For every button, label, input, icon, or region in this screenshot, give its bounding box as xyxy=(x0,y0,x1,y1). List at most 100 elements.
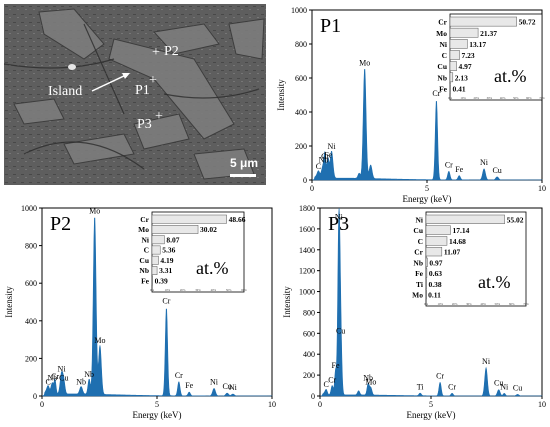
y-tick-label: 200 xyxy=(295,142,307,151)
peak-label: Mo xyxy=(359,59,370,68)
inset-bar xyxy=(449,16,517,27)
peak-label: Nb xyxy=(76,377,86,386)
inset-element: C xyxy=(418,237,423,246)
inset-value: 50.72 xyxy=(519,18,536,27)
inset-value: 21.37 xyxy=(480,29,497,38)
y-tick-label: 400 xyxy=(295,108,307,117)
peak-label: Ti xyxy=(417,382,425,391)
chart-title: P1 xyxy=(320,15,341,37)
peak-label: Cr xyxy=(328,376,336,385)
peak-label: Mo xyxy=(89,206,100,215)
inset-value: 4.19 xyxy=(160,256,173,265)
point-p3-marker: + xyxy=(155,109,163,124)
inset-bar xyxy=(449,50,460,60)
inset-axis-tick: 10% xyxy=(460,96,466,100)
inset-axis-tick: 30% xyxy=(195,288,201,292)
inset-value: 0.41 xyxy=(453,85,466,94)
inset-element: Mo xyxy=(436,29,447,38)
inset-value: 11.07 xyxy=(444,248,461,257)
x-tick-label: 5 xyxy=(425,184,429,193)
inset-element: Ti xyxy=(416,280,423,289)
inset-axis-tick: 40% xyxy=(480,302,486,306)
inset-element: Cr xyxy=(414,248,423,257)
peak-label: Cu xyxy=(336,327,345,336)
point-p3-label: P3 xyxy=(137,117,152,132)
inset-bar xyxy=(151,255,159,265)
peak-label: Fe xyxy=(185,381,193,390)
chart-title: P2 xyxy=(50,213,71,235)
inset-element: Fe xyxy=(141,277,150,286)
spectrum-panel-p2: C Nb Cr Ni Cu Nb Nb Mo Mo Cr Cr Fe Ni Cu Ni 0 5 10 0 200 400… xyxy=(0,200,280,422)
peak-label: Cu xyxy=(492,166,501,175)
peak-label: Fe xyxy=(324,150,332,159)
inset-axis-tick: 20% xyxy=(180,288,186,292)
spectrum-area xyxy=(319,207,543,397)
y-tick-label: 1600 xyxy=(299,225,315,234)
inset-element: Cu xyxy=(413,226,423,235)
inset-value: 0.63 xyxy=(429,269,442,278)
y-tick-label: 1000 xyxy=(299,288,315,297)
inset-value: 30.02 xyxy=(200,225,217,234)
y-tick-label: 800 xyxy=(25,242,37,251)
y-tick-label: 0 xyxy=(311,392,315,401)
point-p2-marker: + xyxy=(152,45,160,60)
inset-bar xyxy=(151,276,153,286)
island-label: Island xyxy=(48,84,83,99)
inset-axis-tick: 10% xyxy=(165,288,171,292)
inset-value: 0.97 xyxy=(429,258,442,267)
spectrum-panel-p1: C Nb Cr Fe Ni Mo Cr Cr Fe Ni Cu 0 5 10 0 200 400 600 800 10… xyxy=(272,0,550,205)
y-tick-label: 1200 xyxy=(299,267,315,276)
inset-axis-tick: 70% xyxy=(539,96,545,100)
bright-particle xyxy=(68,64,76,70)
inset-axis-tick: 60% xyxy=(526,96,532,100)
inset-element: Ni xyxy=(440,40,448,49)
y-tick-label: 1800 xyxy=(299,204,315,213)
peak-label: C xyxy=(46,377,51,386)
x-tick-label: 10 xyxy=(268,400,276,409)
peak-label: Cr xyxy=(175,371,183,380)
inset-bar xyxy=(151,266,158,275)
peak-label: Nb xyxy=(363,374,373,383)
peak-label: Cr xyxy=(51,372,59,381)
inset-bar xyxy=(425,290,427,300)
peak-label: Mo xyxy=(365,378,376,387)
y-tick-label: 600 xyxy=(303,329,315,338)
x-axis-label: Energy (keV) xyxy=(402,194,451,204)
inset-element: C xyxy=(442,51,447,60)
peak-label: Ni xyxy=(210,377,219,386)
peak-label: Fe xyxy=(332,361,340,370)
inset-element: Cu xyxy=(139,256,149,265)
x-tick-label: 10 xyxy=(538,184,546,193)
x-axis-label: Energy (keV) xyxy=(406,410,455,420)
x-axis-label: Energy (keV) xyxy=(132,410,181,420)
inset-value: 13.17 xyxy=(469,40,486,49)
inset-value: 0.11 xyxy=(428,291,441,300)
inset-element: Fe xyxy=(439,85,448,94)
inset-axis-tick: 40% xyxy=(500,96,506,100)
inset-axis-tick: 20% xyxy=(452,302,458,306)
y-tick-label: 200 xyxy=(25,354,37,363)
inset-value: 55.02 xyxy=(507,215,524,224)
y-tick-label: 800 xyxy=(303,308,315,317)
inset-bar xyxy=(151,245,161,255)
peak-label: Mo xyxy=(94,336,105,345)
y-axis-label: Intensity xyxy=(276,79,286,111)
inset-element: Ni xyxy=(142,235,150,244)
x-tick-label: 10 xyxy=(538,400,546,409)
sem-image xyxy=(4,4,266,185)
inset-bar xyxy=(425,214,505,224)
inset-bar xyxy=(151,225,199,234)
inset-element: Nb xyxy=(413,258,423,267)
inset-unit-label: at.% xyxy=(196,258,228,278)
peak-label: Cu xyxy=(59,374,68,383)
inset-axis-tick: 0% xyxy=(150,288,155,292)
y-tick-label: 200 xyxy=(303,371,315,380)
inset-bar xyxy=(449,61,457,71)
inset-axis-tick: 0% xyxy=(448,96,453,100)
inset-axis-tick: 70% xyxy=(523,302,529,306)
inset-value: 2.13 xyxy=(455,73,468,82)
inset-element: Mo xyxy=(412,291,423,300)
x-tick-label: 5 xyxy=(429,400,433,409)
y-tick-label: 400 xyxy=(25,317,37,326)
inset-axis-tick: 30% xyxy=(466,302,472,306)
